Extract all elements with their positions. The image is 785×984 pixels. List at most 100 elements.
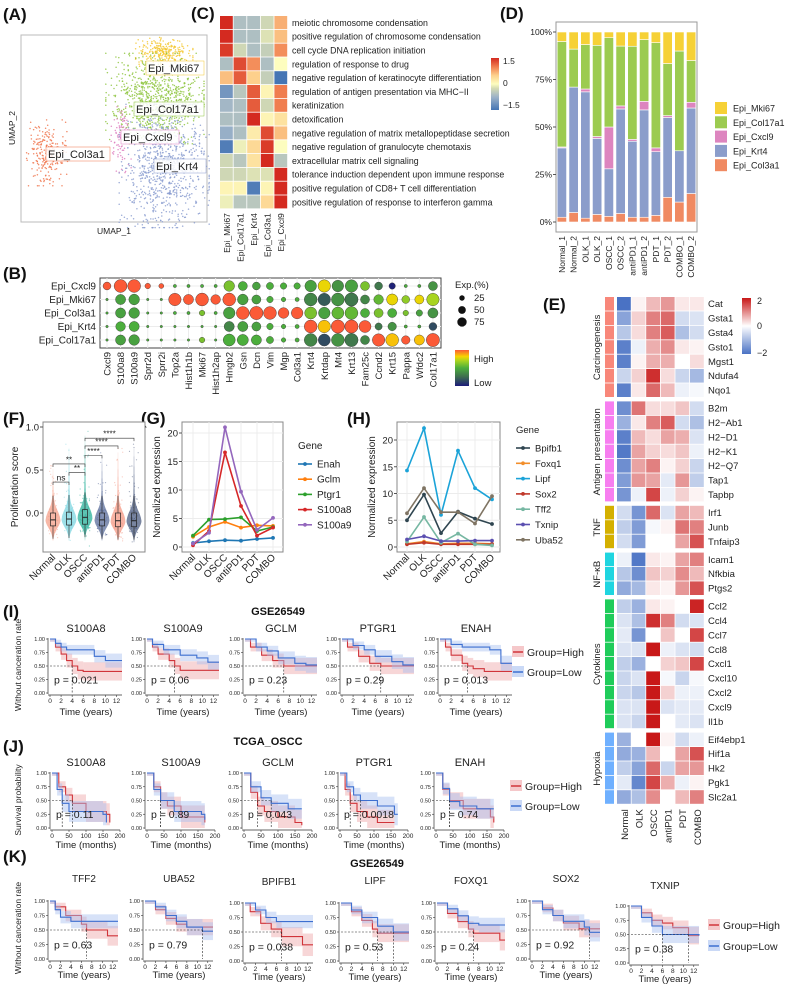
umap-point: [62, 135, 64, 138]
umap-point: [208, 181, 210, 184]
p-value-label: p = 0.29: [346, 674, 384, 686]
jitter-point: [99, 500, 101, 502]
umap-point: [144, 155, 146, 158]
data-point: [239, 504, 243, 508]
umap-point: [203, 80, 205, 82]
umap-point: [169, 182, 171, 185]
bar-segment-epi_col17a1: [592, 44, 603, 137]
colorbar-label: −1.5: [503, 100, 520, 110]
umap-point: [157, 89, 159, 91]
expression-dot: [317, 320, 331, 333]
umap-point: [134, 166, 136, 169]
umap-point: [208, 168, 210, 170]
umap-point: [168, 211, 171, 213]
expression-dot: [417, 324, 422, 329]
umap-point: [154, 180, 157, 183]
umap-point: [180, 177, 182, 180]
umap-point: [154, 93, 157, 95]
umap-point: [153, 55, 156, 57]
x-tick-label: 0: [145, 833, 149, 840]
umap-point: [156, 48, 159, 51]
umap-point: [151, 42, 153, 45]
umap-point: [142, 54, 144, 56]
umap-point: [106, 122, 109, 125]
expression-dot: [401, 295, 410, 304]
umap-point: [158, 189, 161, 192]
umap-point: [182, 51, 184, 54]
heatmap-cell: [660, 567, 675, 581]
expression-dot: [115, 307, 126, 319]
umap-point: [119, 111, 121, 113]
y-tick-label: 0: [173, 543, 178, 554]
data-point: [239, 515, 243, 520]
umap-point: [188, 183, 191, 185]
expression-dot: [360, 294, 370, 305]
umap-point: [189, 55, 191, 57]
jitter-point: [120, 536, 122, 538]
umap-point: [32, 162, 34, 164]
umap-point: [138, 63, 140, 65]
umap-point: [182, 215, 184, 218]
jitter-point: [66, 490, 68, 492]
umap-point: [159, 146, 161, 148]
umap-point: [142, 220, 145, 222]
umap-point: [174, 119, 176, 122]
y-tick-label: 0.75: [228, 785, 239, 791]
jitter-point: [50, 467, 52, 469]
umap-point: [121, 145, 123, 147]
expression-dot: [183, 294, 194, 305]
group-annotation-cell: [605, 552, 614, 567]
umap-point: [147, 123, 150, 125]
heatmap-cell: [646, 642, 660, 657]
umap-point: [179, 195, 182, 198]
umap-point: [160, 191, 163, 194]
umap-point: [141, 126, 143, 129]
umap-point: [44, 127, 47, 130]
umap-point: [122, 108, 125, 111]
expression-dot: [105, 325, 109, 328]
umap-point: [156, 178, 159, 180]
legend-label: Bpifb1: [535, 444, 562, 455]
go-term-label: positive regulation of CD8+ T cell diffe…: [292, 184, 476, 194]
heatmap-cell: [660, 340, 675, 354]
umap-point: [188, 52, 190, 55]
umap-point: [198, 145, 201, 148]
umap-point: [159, 179, 162, 181]
row-label: Epi_Col3a1: [44, 309, 96, 320]
x-tick-label: 0: [143, 964, 147, 971]
data-point: [490, 494, 494, 499]
expression-dot: [426, 293, 440, 306]
jitter-point: [121, 499, 123, 501]
umap-point: [152, 188, 154, 191]
umap-point: [137, 77, 140, 80]
expression-dot: [199, 337, 206, 343]
umap-point: [193, 133, 196, 135]
umap-point: [125, 113, 128, 115]
heatmap-cell: [247, 98, 260, 112]
umap-point: [172, 51, 174, 54]
umap-point: [49, 163, 52, 165]
umap-point: [179, 142, 181, 144]
umap-point: [164, 83, 166, 85]
condition-column-label: Normal: [620, 809, 631, 840]
umap-point: [25, 151, 28, 154]
umap-point: [180, 180, 182, 182]
jitter-point: [82, 530, 84, 532]
umap-point: [118, 109, 121, 111]
umap-point: [132, 97, 134, 100]
umap-point: [155, 219, 158, 222]
umap-point: [127, 174, 129, 177]
legend-label: Lipf: [535, 474, 551, 485]
umap-point: [128, 162, 130, 165]
umap-point: [163, 155, 166, 158]
heatmap-cell: [646, 534, 660, 549]
umap-point: [149, 50, 151, 53]
umap-point: [195, 188, 197, 191]
x-tick-label: 0: [629, 968, 633, 975]
legend-swatch: [715, 159, 727, 172]
umap-point: [160, 186, 163, 189]
umap-point: [110, 125, 113, 127]
x-tick-label: 0: [435, 966, 439, 973]
x-axis-title: Time (years): [445, 972, 498, 983]
